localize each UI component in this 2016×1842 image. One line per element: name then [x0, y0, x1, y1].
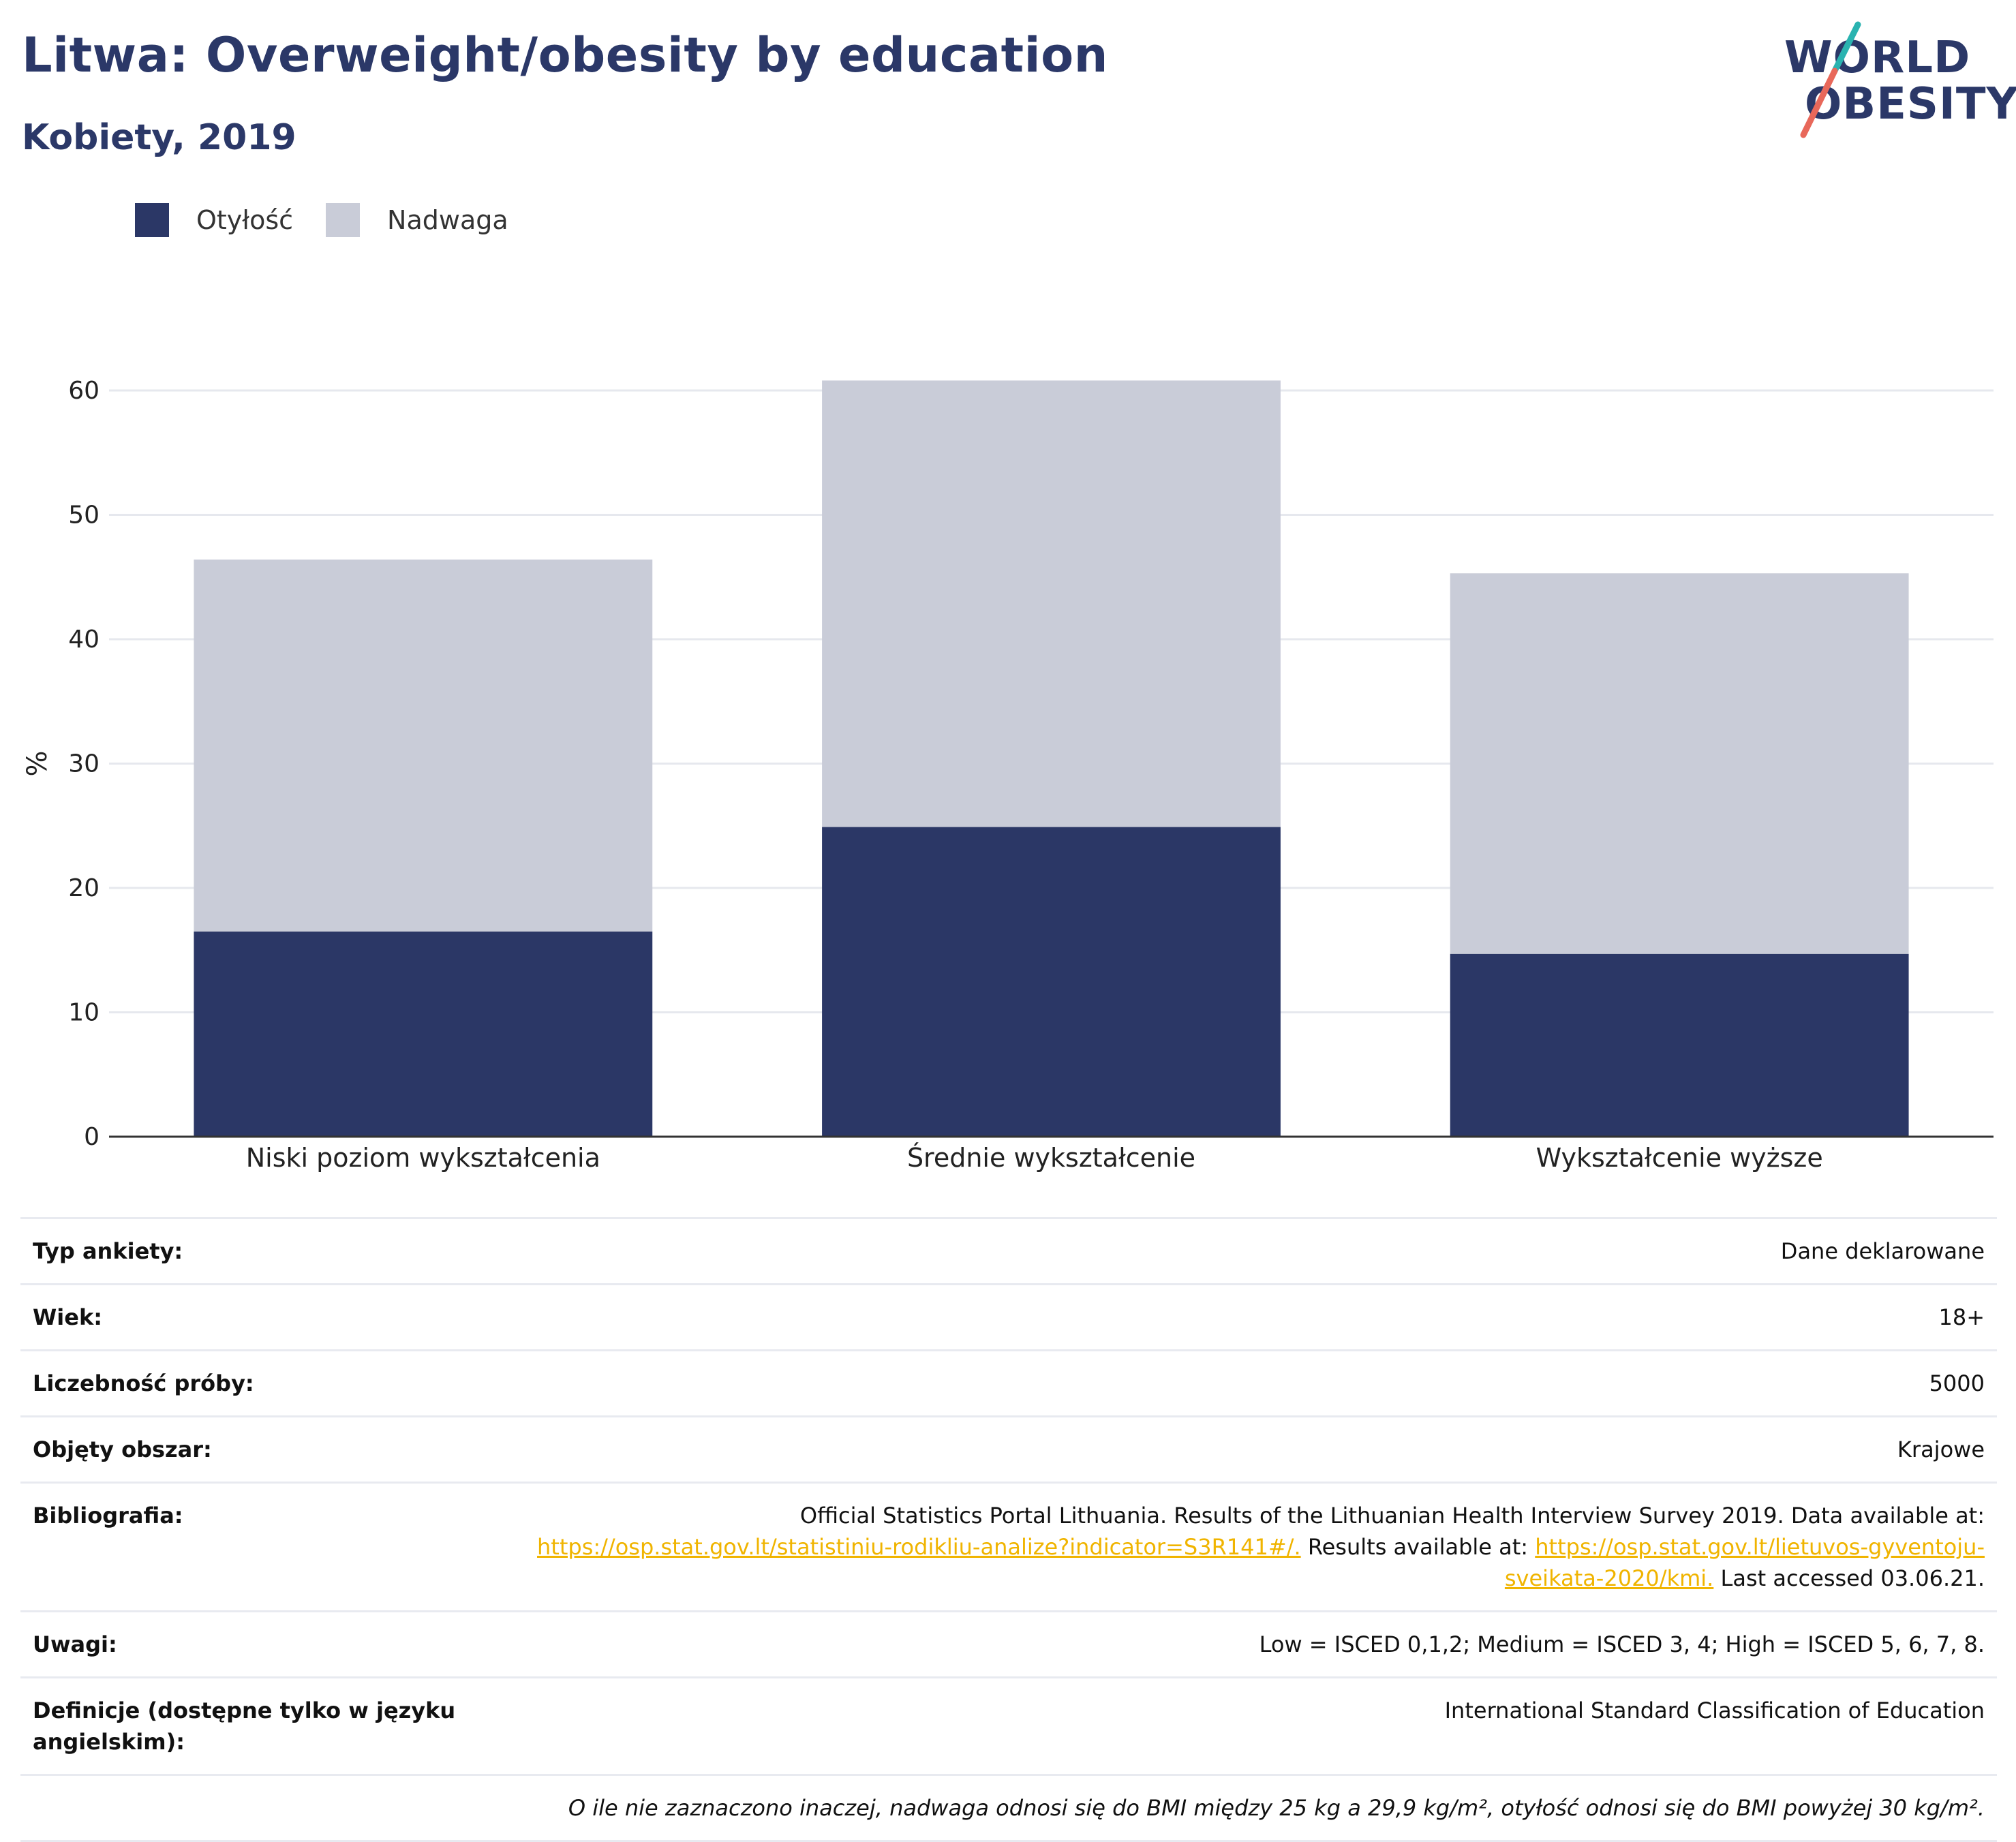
- meta-key: Bibliografia:: [20, 1482, 481, 1612]
- bibliography-text-1: Official Statistics Portal Lithuania. Re…: [799, 1503, 1985, 1529]
- bibliography-value: Official Statistics Portal Lithuania. Re…: [481, 1482, 1997, 1612]
- meta-value: International Standard Classification of…: [481, 1676, 1997, 1775]
- meta-row: Wiek: 18+: [20, 1283, 1997, 1351]
- page-subtitle: Kobiety, 2019: [22, 117, 296, 158]
- meta-row: Typ ankiety: Dane deklarowane: [20, 1217, 1997, 1285]
- meta-value: Krajowe: [481, 1415, 1997, 1483]
- logo-slash-icon: [1800, 21, 1861, 138]
- meta-row: Liczebność próby: 5000: [20, 1349, 1997, 1417]
- meta-key: Definicje (dostępne tylko w języku angie…: [20, 1676, 481, 1775]
- meta-row-footnote: O ile nie zaznaczono inaczej, nadwaga od…: [20, 1774, 1997, 1842]
- meta-row-notes: Uwagi: Low = ISCED 0,1,2; Medium = ISCED…: [20, 1610, 1997, 1678]
- legend-label-overweight: Nadwaga: [387, 205, 508, 235]
- y-tick-label: 60: [68, 377, 100, 405]
- footnote: O ile nie zaznaczono inaczej, nadwaga od…: [20, 1774, 1997, 1842]
- meta-key: Typ ankiety:: [20, 1217, 481, 1285]
- bibliography-link-2a[interactable]: https://osp.stat.gov.lt/lietuvos-gyvento…: [1535, 1534, 1985, 1560]
- bibliography-link-1[interactable]: https://osp.stat.gov.lt/statistiniu-rodi…: [537, 1534, 1301, 1560]
- legend-label-obesity: Otyłość: [196, 205, 294, 235]
- meta-key: Wiek:: [20, 1283, 481, 1351]
- y-tick-label: 0: [84, 1123, 100, 1151]
- bar-overweight: [194, 559, 653, 932]
- world-obesity-logo: WORLD OBESITY: [1772, 20, 2016, 143]
- legend-swatch-overweight: [326, 203, 361, 237]
- bar-overweight: [822, 380, 1281, 827]
- legend-item-overweight[interactable]: Nadwaga: [326, 203, 508, 237]
- meta-key: Uwagi:: [20, 1610, 481, 1678]
- legend-item-obesity[interactable]: Otyłość: [135, 203, 293, 237]
- meta-row-bibliography: Bibliografia: Official Statistics Portal…: [20, 1482, 1997, 1612]
- x-category-label: Niski poziom wykształcenia: [246, 1143, 600, 1173]
- y-tick-label: 20: [68, 874, 100, 902]
- bar-obesity: [822, 827, 1281, 1137]
- y-axis-label: %: [22, 750, 53, 776]
- bibliography-text-3: Last accessed 03.06.21.: [1720, 1565, 1985, 1591]
- meta-value: 18+: [481, 1283, 1997, 1351]
- meta-value: 5000: [481, 1349, 1997, 1417]
- y-tick-label: 50: [68, 502, 100, 529]
- x-category-label: Średnie wykształcenie: [907, 1143, 1195, 1173]
- y-tick-label: 40: [68, 626, 100, 654]
- y-tick-label: 10: [68, 999, 100, 1027]
- chart-legend: Otyłość Nadwaga: [135, 202, 541, 239]
- legend-swatch-obesity: [135, 203, 169, 237]
- bibliography-text-2: Results available at:: [1307, 1534, 1529, 1560]
- meta-value: Dane deklarowane: [481, 1217, 1997, 1285]
- logo-line-1: WORLD: [1784, 33, 1971, 83]
- metadata-table: Typ ankiety: Dane deklarowane Wiek: 18+ …: [20, 1217, 1997, 1842]
- page-title: Litwa: Overweight/obesity by education: [22, 27, 1108, 83]
- meta-value: Low = ISCED 0,1,2; Medium = ISCED 3, 4; …: [481, 1610, 1997, 1678]
- bibliography-link-2b[interactable]: sveikata-2020/kmi.: [1504, 1565, 1714, 1591]
- meta-key: Liczebność próby:: [20, 1349, 481, 1417]
- logo-line-2: OBESITY: [1805, 79, 2016, 129]
- meta-key: Objęty obszar:: [20, 1415, 481, 1483]
- stacked-bar-chart: 0 10 20 30 40 50 60% Niski poziom wykształcenia…: [22, 377, 1994, 1173]
- x-category-label: Wykształcenie wyższe: [1536, 1143, 1823, 1173]
- y-tick-label: 30: [68, 750, 100, 778]
- bar-obesity: [1450, 953, 1909, 1137]
- bar-overweight: [1450, 573, 1909, 954]
- meta-row: Objęty obszar: Krajowe: [20, 1415, 1997, 1483]
- bar-obesity: [194, 931, 653, 1137]
- meta-row-definitions: Definicje (dostępne tylko w języku angie…: [20, 1676, 1997, 1775]
